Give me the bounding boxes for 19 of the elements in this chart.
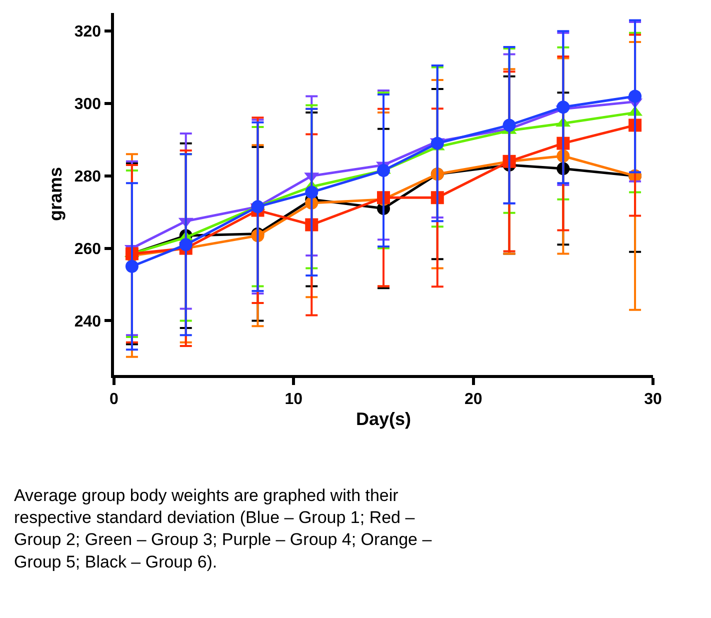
- point: [377, 164, 390, 177]
- point: [179, 238, 192, 252]
- x-tick-label: 10: [284, 390, 303, 408]
- text: Average group body weights are graphed with their respective standard deviation (Blue – Group 1; Red – Group 2; Green – Group 3; Purple – Group 4; Orange – Group 5; Black – Group 6).: [14, 486, 432, 572]
- x-axis-title: Day(s): [356, 409, 412, 430]
- y-tick-label: 280: [74, 168, 102, 186]
- point: [628, 90, 642, 103]
- y-axis-title: grams: [46, 166, 66, 222]
- x-tick-label: 0: [110, 390, 119, 408]
- x-tick-label: 20: [464, 390, 482, 408]
- x-tick-label: 30: [644, 390, 662, 408]
- point: [502, 118, 516, 132]
- point: [251, 200, 264, 214]
- y-tick-label: 300: [74, 96, 102, 114]
- y-tick-label: 260: [74, 240, 102, 258]
- point: [125, 260, 138, 273]
- y-tick-label: 240: [74, 313, 102, 330]
- y-tick-label: 320: [74, 24, 102, 41]
- point: [556, 100, 570, 114]
